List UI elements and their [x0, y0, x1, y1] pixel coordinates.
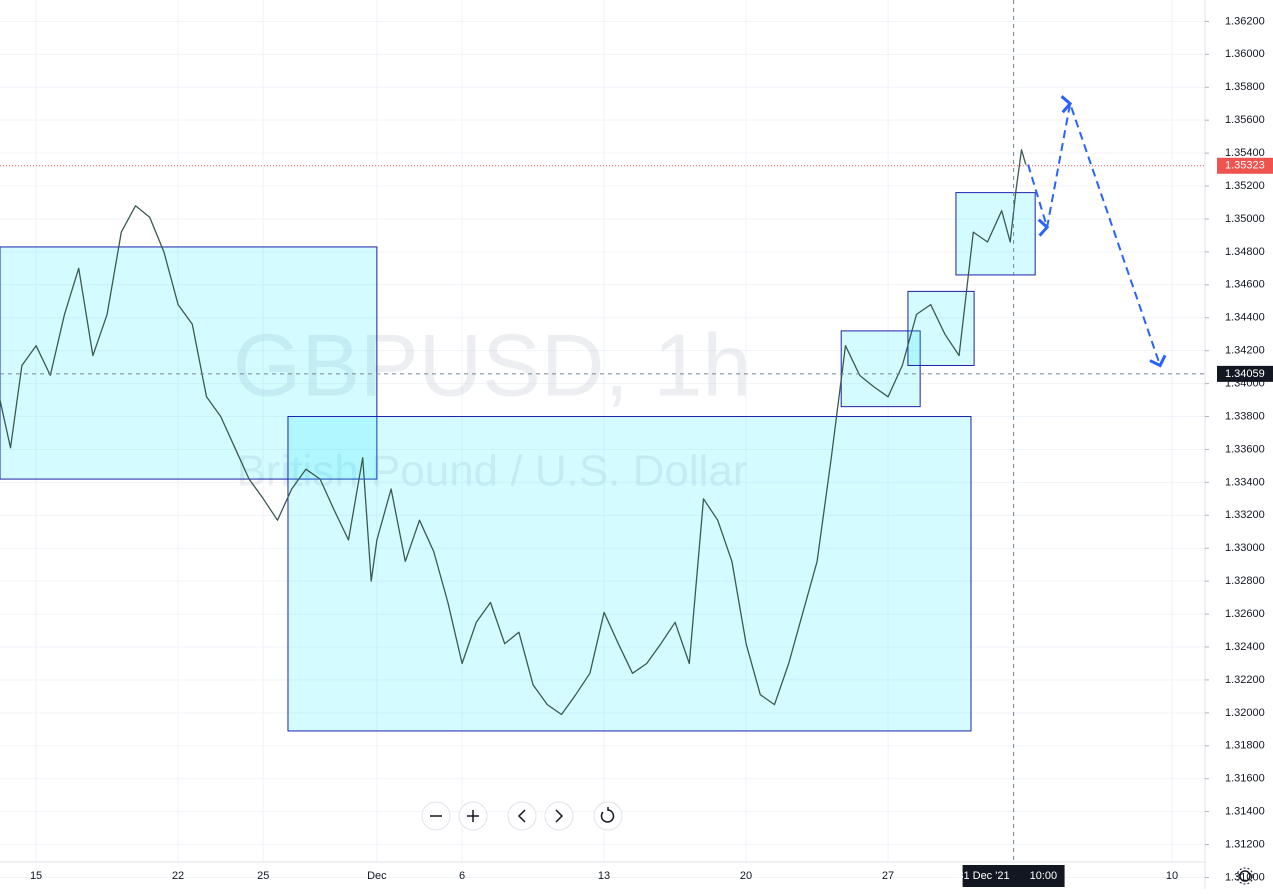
y-tick-label: 1.32400	[1225, 641, 1265, 653]
y-tick-label: 1.31000	[1225, 871, 1265, 883]
watermark-description: British Pound / U.S. Dollar	[236, 447, 747, 496]
y-tick-label: 1.33600	[1225, 443, 1265, 455]
y-tick-label: 1.36200	[1225, 15, 1265, 27]
y-tick-label: 1.33800	[1225, 410, 1265, 422]
y-tick-label: 1.34400	[1225, 312, 1265, 324]
crosshair-time-label: 10:00	[1030, 870, 1058, 882]
y-tick-label: 1.31400	[1225, 806, 1265, 818]
settings-button[interactable]	[1236, 867, 1254, 885]
last-price-tag	[1217, 157, 1273, 174]
zone-box	[0, 246, 378, 480]
zoom-out-button[interactable]	[421, 801, 451, 831]
toolbar	[421, 801, 623, 831]
x-tick-label: 20	[740, 870, 752, 882]
price-line	[0, 149, 1027, 716]
projection-path	[1027, 95, 1167, 368]
x-tick-label: 27	[882, 870, 894, 882]
y-tick-label: 1.31200	[1225, 838, 1265, 850]
reset-button[interactable]	[593, 801, 623, 831]
y-tick-label: 1.35200	[1225, 180, 1265, 192]
x-tick-label: 6	[459, 870, 465, 882]
zone-box	[287, 416, 972, 732]
x-tick-label: Dec	[367, 870, 387, 882]
y-tick-label: 1.35800	[1225, 81, 1265, 93]
y-tick-label: 1.33000	[1225, 542, 1265, 554]
crosshair-time-tag	[962, 865, 1065, 887]
y-tick-label: 1.34600	[1225, 279, 1265, 291]
y-tick-label: 1.34800	[1225, 246, 1265, 258]
x-tick-label: 10	[1166, 870, 1178, 882]
y-tick-label: 1.35000	[1225, 213, 1265, 225]
zoom-in-button[interactable]	[458, 801, 488, 831]
x-tick-label: 13	[598, 870, 610, 882]
y-tick-label: 1.35400	[1225, 147, 1265, 159]
watermark-symbol: GBPUSD, 1h	[233, 315, 751, 414]
y-tick-label: 1.35600	[1225, 114, 1265, 126]
y-tick-label: 1.32600	[1225, 608, 1265, 620]
y-tick-label: 1.34200	[1225, 345, 1265, 357]
y-tick-label: 1.32200	[1225, 674, 1265, 686]
scroll-left-button[interactable]	[507, 801, 537, 831]
crosshair-price-label: 1.34059	[1225, 368, 1265, 380]
crosshair-date-label: 31 Dec '21	[957, 870, 1009, 882]
zone-box	[955, 192, 1036, 276]
zone-box	[840, 330, 921, 408]
x-tick-label: 22	[172, 870, 184, 882]
y-tick-label: 1.36000	[1225, 48, 1265, 60]
y-tick-label: 1.33400	[1225, 476, 1265, 488]
y-tick-label: 1.32800	[1225, 575, 1265, 587]
x-tick-label: 25	[257, 870, 269, 882]
scroll-right-button[interactable]	[544, 801, 574, 831]
y-tick-label: 1.31600	[1225, 773, 1265, 785]
zone-box	[907, 290, 975, 366]
crosshair-price-tag	[1217, 365, 1273, 382]
y-tick-label: 1.33200	[1225, 509, 1265, 521]
last-price-label: 1.35323	[1225, 160, 1265, 172]
y-tick-label: 1.31800	[1225, 740, 1265, 752]
x-tick-label: 15	[30, 870, 42, 882]
y-tick-label: 1.32000	[1225, 707, 1265, 719]
